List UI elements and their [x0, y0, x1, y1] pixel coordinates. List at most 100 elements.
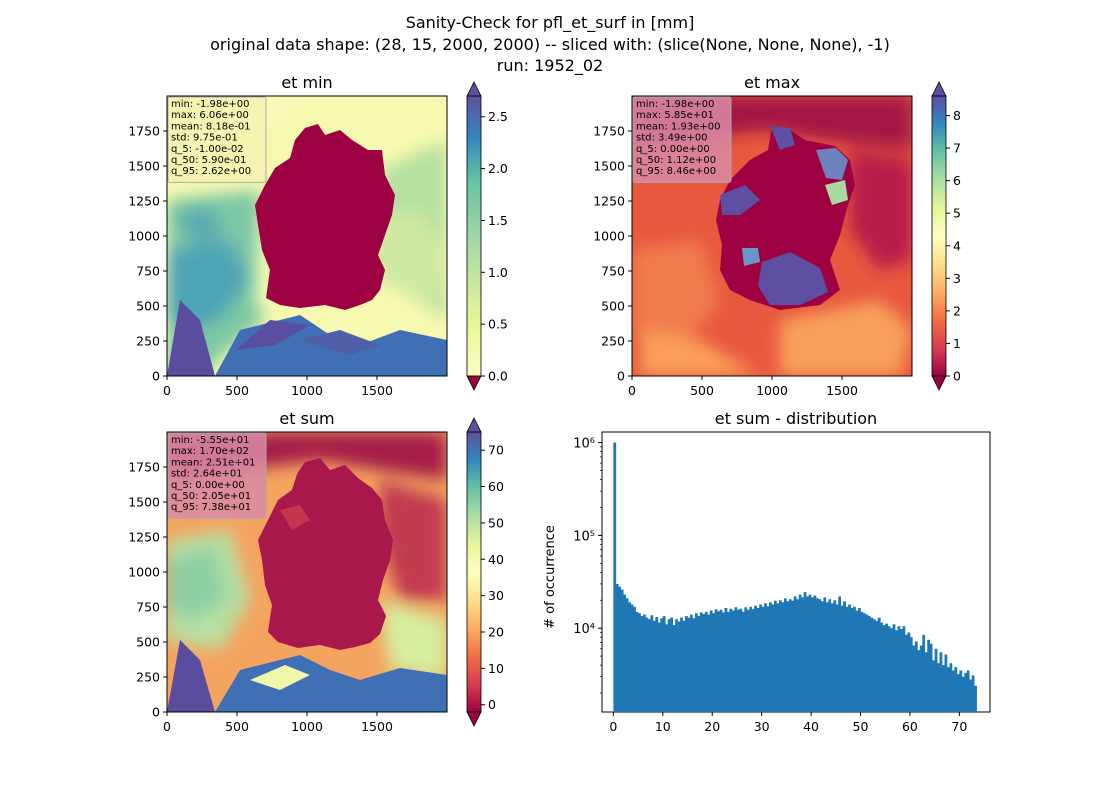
colorbar-tick-label: 1.0 [488, 265, 508, 280]
histogram-bar [917, 650, 921, 712]
colorbar-tick-label: 1.5 [488, 213, 508, 228]
histogram-bar [707, 614, 711, 712]
histogram-bar [912, 645, 916, 712]
heatmap-title: et max [744, 73, 800, 92]
histogram-bar [613, 442, 617, 712]
stats-line: q_95: 2.62e+00 [171, 166, 251, 177]
colorbar-tick-label: 2 [953, 303, 961, 318]
colorbar-extend-max [466, 81, 482, 97]
colorbar-gradient [932, 96, 946, 376]
histogram-bar [919, 645, 923, 712]
histogram-bar [860, 611, 864, 712]
colorbar-tick-label: 0.5 [488, 317, 508, 332]
y-tick-label: 250 [601, 334, 625, 349]
y-tick-label: 1500 [593, 159, 625, 174]
histogram-bar [902, 626, 906, 712]
colorbar-tick-label: 2.0 [488, 161, 508, 176]
figure-suptitle-line-2: original data shape: (28, 15, 2000, 2000… [210, 35, 890, 54]
histogram-bar [964, 672, 968, 712]
colorbar-tick-label: 1 [953, 336, 961, 351]
y-tick-label: 0 [617, 369, 625, 384]
histogram-bar [914, 641, 918, 712]
colorbar-tick-label: 6 [953, 173, 961, 188]
histogram-bar [793, 596, 797, 712]
histogram-bar [806, 596, 809, 712]
colorbar-tick-label: 50 [488, 515, 504, 530]
histogram-bar [660, 618, 664, 712]
colorbar-tick-label: 7 [953, 141, 961, 156]
histogram-bar [909, 637, 913, 712]
stats-line: mean: 1.93e+00 [636, 121, 720, 132]
histogram-bar [766, 606, 770, 712]
colorbar: 0 1 2 3 4 5 6 7 8 [931, 81, 961, 391]
colorbar-extend-max [931, 81, 947, 97]
stats-line: q_50: 5.90e-01 [171, 155, 246, 166]
histogram-bar [749, 606, 753, 712]
histogram-bar [816, 598, 819, 712]
colorbar-gradient [467, 96, 481, 376]
colorbar-frame [466, 95, 482, 377]
y-tick-label: 0 [152, 705, 160, 720]
histogram-bar [722, 612, 725, 712]
colorbar-tick-label: 3 [953, 271, 961, 286]
figure-suptitle-line-1: Sanity-Check for pfl_et_surf in [mm] [405, 13, 695, 32]
y-tick-label: 750 [136, 264, 160, 279]
histogram-bar [885, 623, 888, 712]
y-tick-label: 1000 [128, 565, 160, 580]
colorbar-tick-label: 10 [488, 661, 504, 676]
histogram-bar [781, 602, 785, 712]
colorbar-extend-min [466, 711, 482, 727]
histogram-bar [682, 620, 686, 712]
x-tick-label: 20 [704, 719, 720, 734]
stats-line: max: 6.06e+00 [171, 110, 249, 121]
x-tick-label: 0 [163, 719, 171, 734]
histogram-bar [850, 608, 854, 712]
y-tick-label: 10⁵ [573, 529, 595, 544]
colorbar-tick-label: 20 [488, 625, 504, 640]
y-tick-label: 1250 [593, 194, 625, 209]
y-tick-label: 1500 [128, 495, 160, 510]
histogram-bar [746, 609, 750, 712]
histogram-bar [759, 604, 762, 712]
y-tick-label: 10⁴ [573, 622, 595, 637]
histogram-bar [702, 614, 706, 712]
histogram-bar [643, 614, 646, 712]
stats-line: q_50: 1.12e+00 [636, 155, 716, 166]
histogram-bar [761, 606, 765, 712]
x-tick-label: 500 [225, 383, 249, 398]
histogram-bar [904, 634, 908, 712]
histogram-bar [813, 595, 817, 712]
histogram-bar [694, 613, 698, 712]
y-tick-label: 1250 [128, 194, 160, 209]
histogram-bar [697, 616, 701, 712]
y-tick-label: 0 [152, 369, 160, 384]
x-tick-label: 0 [609, 719, 617, 734]
histogram-bar [946, 667, 950, 712]
colorbar-tick-label: 4 [953, 238, 961, 253]
histogram-bar [974, 685, 977, 712]
colorbar-tick-label: 60 [488, 479, 504, 494]
y-tick-label: 1750 [593, 124, 625, 139]
histogram-bar [739, 608, 743, 712]
x-tick-label: 500 [690, 383, 714, 398]
histogram-bar [870, 617, 874, 712]
histogram-bar [971, 675, 975, 712]
histogram-bar [699, 612, 703, 712]
x-tick-label: 0 [628, 383, 636, 398]
x-tick-label: 500 [225, 719, 249, 734]
histogram-bar [714, 609, 718, 712]
histogram-bar [818, 599, 822, 712]
histogram-bar [838, 596, 842, 712]
colorbar-extend-max [466, 417, 482, 433]
colorbar: 0 10 20 30 40 50 60 70 [466, 417, 504, 727]
colorbar: 0.0 0.5 1.0 1.5 2.0 2.5 [466, 81, 508, 391]
histogram-bar [704, 611, 708, 712]
histogram-bar [872, 619, 876, 712]
histogram-bar [645, 617, 649, 712]
histogram-bar [657, 622, 661, 712]
y-tick-label: 250 [136, 670, 160, 685]
histogram-bar [692, 618, 696, 712]
histogram-bar [638, 613, 641, 712]
